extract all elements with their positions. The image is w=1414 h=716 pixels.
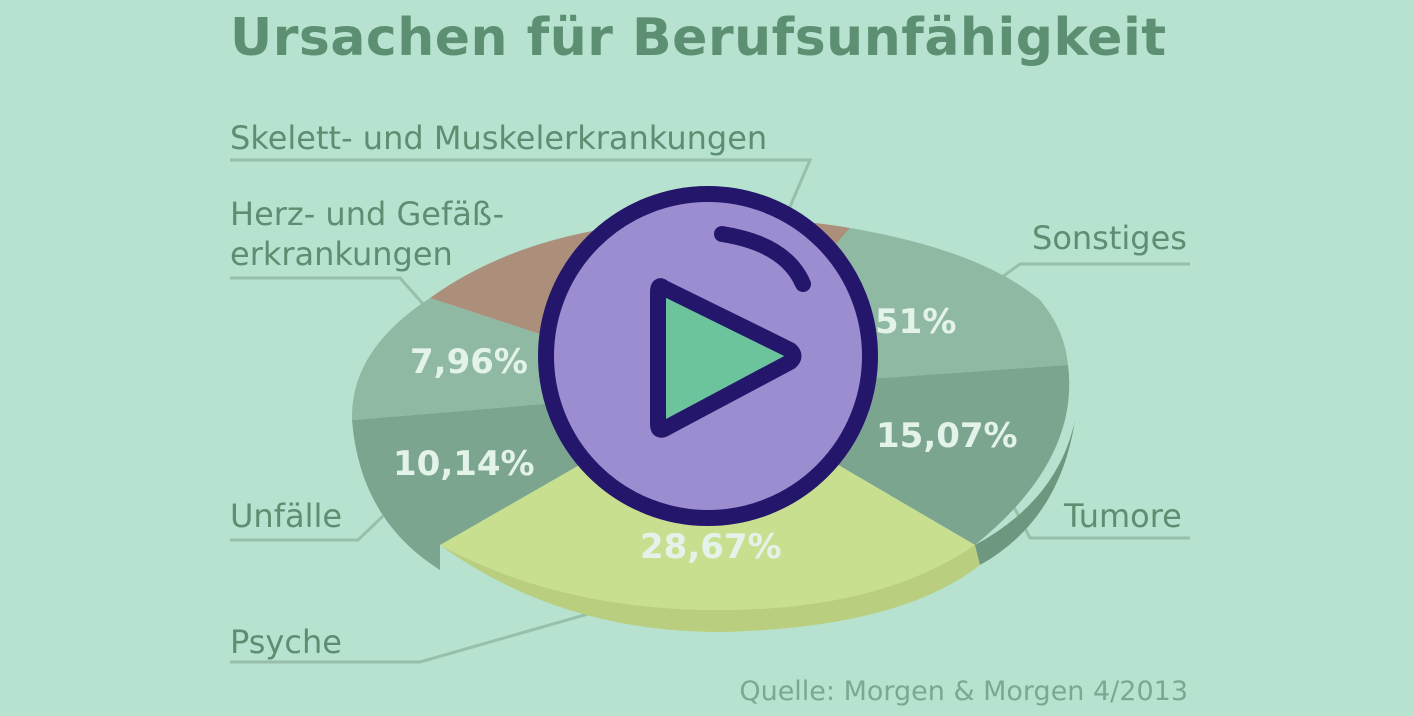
pie-depth-psyche: [440, 545, 980, 632]
label-tumore: Tumore: [1064, 497, 1182, 535]
leader-line-psyche: [230, 590, 666, 664]
label-herz-line1: Herz- und Gefäß-: [230, 195, 505, 233]
value-label-tumore: 15,07%: [876, 416, 1018, 456]
pie-depth-left: [352, 420, 440, 570]
label-unfaelle: Unfälle: [230, 497, 343, 535]
play-button[interactable]: [538, 186, 878, 526]
pie-depth: [352, 420, 1075, 632]
value-label-unfaelle: 10,14%: [393, 444, 535, 484]
value-label-herz: 7,96%: [410, 342, 528, 382]
play-icon: [650, 278, 802, 438]
play-button-arc: [714, 226, 811, 292]
value-label-psyche: 28,67%: [640, 527, 782, 567]
label-herz-line2: erkrankungen: [230, 235, 453, 273]
value-label-sonstiges: 51%: [875, 302, 956, 342]
label-skelett: Skelett- und Muskelerkrankungen: [230, 119, 768, 157]
label-psyche: Psyche: [230, 623, 342, 661]
leader-lines: [230, 158, 1190, 664]
label-sonstiges: Sonstiges: [1032, 219, 1187, 257]
leader-line-skelett: [230, 158, 813, 231]
chart-title: Ursachen für Berufsunfähigkeit: [230, 8, 1167, 68]
pie-depth-right: [975, 420, 1075, 565]
value-labels: 51% 15,07% 28,67% 10,14% 7,96%: [393, 302, 1018, 567]
source-note: Quelle: Morgen & Morgen 4/2013: [739, 676, 1188, 707]
